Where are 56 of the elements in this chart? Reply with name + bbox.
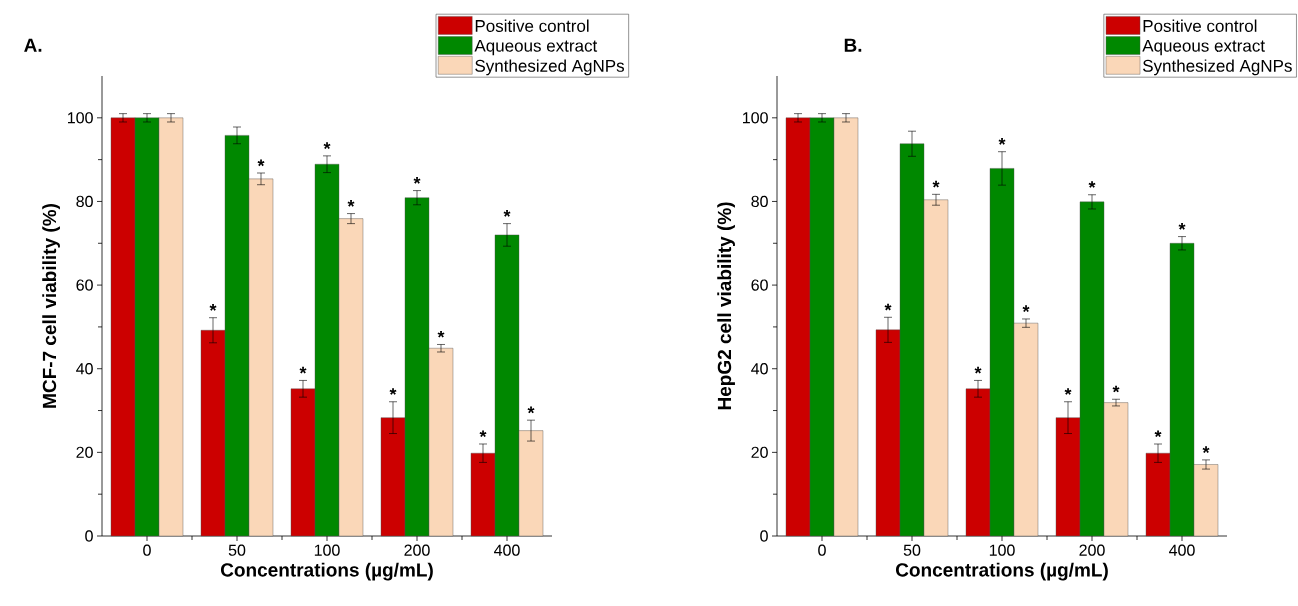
- x-tick-label: 100: [989, 544, 1015, 556]
- y-tick-label: 100: [743, 112, 768, 124]
- data-label: *: [1022, 305, 1030, 313]
- y-axis-title: HepG2 cell viability (%): [717, 202, 735, 410]
- data-label: *: [209, 304, 217, 311]
- data-label: *: [998, 138, 1006, 145]
- data-label: *: [299, 366, 307, 374]
- data-label: *: [974, 366, 982, 374]
- data-label: *: [1154, 430, 1162, 438]
- y-tick-label: 0: [760, 530, 768, 542]
- data-label: *: [437, 330, 445, 338]
- data-label: *: [347, 199, 355, 207]
- data-label: *: [257, 159, 265, 167]
- data-label: *: [1088, 181, 1096, 188]
- legend-label: Synthesized AgNPs: [475, 59, 625, 76]
- data-label: *: [1202, 446, 1210, 453]
- x-tick-label: 400: [494, 544, 520, 556]
- data-label: *: [1178, 222, 1186, 230]
- y-tick-label: 0: [85, 530, 93, 542]
- y-axis-title: MCF-7 cell viability (%): [42, 204, 60, 408]
- y-tick-label: 40: [76, 363, 93, 375]
- data-label: *: [932, 180, 940, 188]
- legend-label: Positive control: [1143, 19, 1257, 32]
- data-label: *: [884, 303, 892, 311]
- data-label: *: [479, 430, 487, 438]
- x-axis-title: Concentrations (µg/mL): [895, 562, 1108, 581]
- data-label: *: [527, 406, 535, 414]
- x-tick-label: 0: [818, 544, 826, 556]
- y-tick-label: 100: [68, 112, 93, 124]
- x-tick-label: 200: [1079, 544, 1105, 556]
- data-label: *: [1112, 385, 1120, 393]
- y-tick-label: 40: [751, 363, 768, 375]
- y-tick-label: 60: [76, 279, 93, 291]
- y-tick-label: 20: [751, 446, 768, 459]
- data-label: *: [503, 210, 511, 217]
- legend-label: Positive control: [475, 19, 589, 32]
- chart-title: A.: [24, 38, 42, 52]
- data-label: *: [323, 142, 331, 149]
- x-tick-label: 400: [1169, 544, 1195, 556]
- x-axis-title: Concentrations (µg/mL): [220, 562, 433, 581]
- data-label: *: [389, 388, 397, 395]
- legend-label: Synthesized AgNPs: [1142, 59, 1292, 76]
- data-label: *: [413, 176, 421, 184]
- y-tick-label: 20: [76, 446, 93, 459]
- x-tick-label: 200: [404, 544, 430, 556]
- legend-label: Aqueous extract: [474, 39, 598, 56]
- x-tick-label: 50: [903, 544, 921, 556]
- x-tick-label: 0: [143, 544, 151, 556]
- y-tick-label: 80: [76, 195, 93, 208]
- x-tick-label: 50: [228, 544, 246, 556]
- data-label: *: [1064, 388, 1072, 395]
- legend-label: Aqueous extract: [1142, 39, 1265, 56]
- y-tick-label: 60: [751, 279, 768, 291]
- x-tick-label: 100: [314, 544, 340, 556]
- chart-title: B.: [844, 38, 862, 52]
- y-tick-label: 80: [751, 195, 768, 208]
